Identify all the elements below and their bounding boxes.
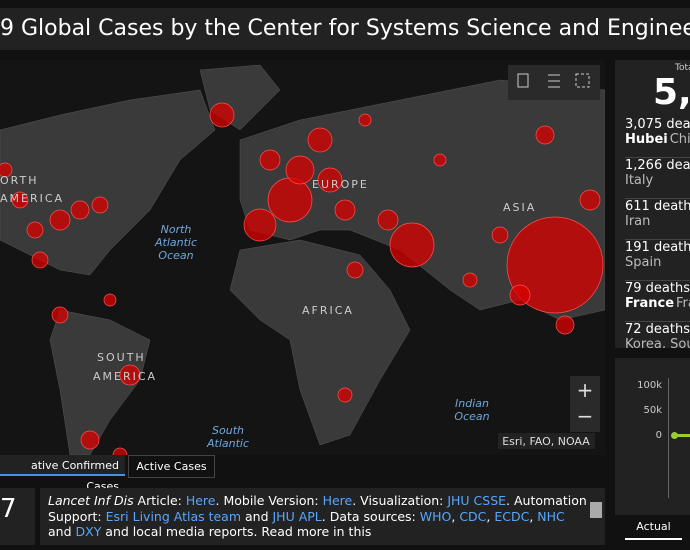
attribution-box [498,433,595,449]
mini-chart: 100k 50k 0 [615,358,690,515]
deaths-panel: Tota 5,6 3,075 deathsHubeiChina1,266 dea… [615,60,690,348]
case-bubbles [0,102,604,455]
place-name: Iran [625,214,651,229]
map-label: AFRICA [302,304,354,317]
list-icon[interactable] [548,74,560,88]
death-count: 72 deaths [625,322,690,337]
map-label: ASIA [503,201,536,214]
ocean-label: North [161,223,192,236]
ocean-label: Ocean [454,410,489,423]
info-segment: , [529,508,538,524]
place-name: Fran [676,296,690,311]
attribution: Esri, FAO, NOAA [502,435,590,448]
total-label: Tota [675,63,690,73]
link[interactable]: ECDC [494,508,530,524]
place-name: Korea, Sou [625,337,690,348]
place: Iran [625,214,690,229]
death-entry: 3,075 deathsHubeiChina [625,117,690,158]
zoom-controls [570,376,600,432]
info-segment: . Automation Support: [48,493,587,524]
place-bold: France [625,296,675,311]
total-value: 5,6 [653,72,690,113]
axis [668,378,669,498]
ocean-label: South [212,424,244,437]
link[interactable]: CDC [459,508,487,524]
link[interactable]: NHC [537,508,565,524]
place: HubeiChina [625,132,690,147]
link[interactable]: JHU APL [272,508,322,524]
place: Korea, Sou [625,337,690,348]
zoom-out[interactable]: − [577,404,594,428]
tab[interactable]: Active Cases [128,455,215,478]
link[interactable]: Here [185,493,216,508]
death-count: 191 deaths [625,240,690,255]
info-segment: . Mobile Version: [215,493,323,508]
map-label: AMERICA [93,370,157,383]
map-label: ORTH [0,174,39,187]
scrollbar[interactable] [590,502,602,518]
title: 9 Global Cases by the Center for Systems… [0,16,690,41]
y-tick-label: 0 [655,430,662,441]
place-name: Spain [625,255,662,270]
trend-line [673,434,690,437]
bookmark-icon[interactable] [517,73,529,88]
death-entry: 1,266 deathsItaly [625,158,690,199]
place: Italy [625,173,690,188]
info-segment: , [486,508,495,524]
trend-dot [671,432,678,439]
map: ORTH AMERICA EUROPE ASIA AFRICA SOUTH AM… [0,60,605,455]
counter-panel: 7 [0,488,35,545]
info-segment: and [241,508,273,524]
ocean-label: Atlantic [206,437,249,450]
link[interactable]: WHO [419,508,452,524]
death-entry: 79 deathsFranceFran [625,281,690,322]
info-segment: and [48,524,76,539]
ocean-label: Indian [455,397,489,410]
death-entry: 191 deathsSpain [625,240,690,281]
tab[interactable]: ative Confirmed Cases [0,455,125,493]
info-segment: Lancet Inf Dis [48,493,134,508]
death-entry: 611 deathsIran [625,199,690,240]
toolbar [508,65,600,100]
info-segment: Article: [133,493,186,508]
death-count: 79 deaths [625,281,690,296]
info-segment: , [451,508,460,524]
death-count: 3,075 deaths [625,117,690,132]
map-label: SOUTH [97,351,146,364]
header: 9 Global Cases by the Center for Systems… [0,8,690,50]
info-panel: Lancet Inf Dis Article: Here. Mobile Ver… [40,488,605,545]
death-count: 611 deaths [625,199,690,214]
link[interactable]: JHU CSSE [447,493,507,508]
place-name: Italy [625,173,654,188]
place-bold: Hubei [625,132,668,147]
death-entry: 72 deaths Korea, Sou [625,322,690,348]
counter: 7 [0,494,17,524]
ocean-label: Atlantic [154,236,197,249]
info-segment: . Data sources: [321,508,420,524]
tab[interactable]: Actual [625,516,682,540]
link[interactable]: DXY [75,524,102,539]
zoom-in[interactable]: + [577,378,594,402]
ocean-label: Ocean [158,249,193,262]
map-label: AMERICA [0,192,64,205]
info-segment: and local media reports. Read more in th… [101,524,372,539]
map-label: EUROPE [312,178,369,191]
place: FranceFran [625,296,690,311]
place-name: China [669,132,690,147]
death-count: 1,266 deaths [625,158,690,173]
basemap-icon[interactable] [575,73,590,88]
info-segment: . Visualization: [352,493,448,508]
link[interactable]: Here [322,493,353,508]
link[interactable]: Esri Living Atlas team [105,508,242,524]
y-tick-label: 100k [637,380,662,391]
info-text: Lancet Inf Dis Article: Here. Mobile Ver… [48,493,588,540]
y-tick-label: 50k [643,405,662,416]
place: Spain [625,255,690,270]
